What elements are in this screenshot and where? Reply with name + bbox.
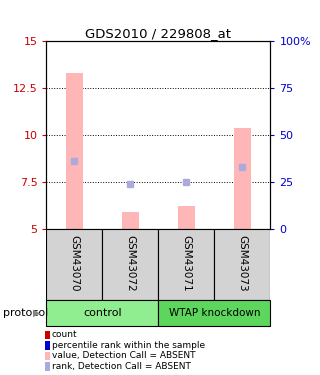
- Text: GSM43070: GSM43070: [69, 235, 79, 291]
- Bar: [178, 206, 195, 229]
- Text: percentile rank within the sample: percentile rank within the sample: [52, 340, 205, 350]
- Text: GSM43071: GSM43071: [181, 235, 191, 291]
- Text: rank, Detection Call = ABSENT: rank, Detection Call = ABSENT: [52, 362, 191, 370]
- Bar: [46, 300, 158, 326]
- Bar: [158, 229, 214, 300]
- Bar: [234, 128, 251, 229]
- Text: count: count: [52, 330, 77, 339]
- Title: GDS2010 / 229808_at: GDS2010 / 229808_at: [85, 27, 231, 40]
- Text: ▶: ▶: [33, 308, 41, 318]
- Text: value, Detection Call = ABSENT: value, Detection Call = ABSENT: [52, 351, 195, 360]
- Bar: [158, 300, 270, 326]
- Text: GSM43073: GSM43073: [237, 235, 247, 291]
- Bar: [102, 229, 158, 300]
- Text: GSM43072: GSM43072: [125, 235, 135, 291]
- Text: control: control: [83, 308, 122, 318]
- Bar: [214, 229, 270, 300]
- Bar: [66, 73, 83, 229]
- Text: WTAP knockdown: WTAP knockdown: [169, 308, 260, 318]
- Bar: [122, 212, 139, 229]
- Bar: [46, 229, 102, 300]
- Text: protocol: protocol: [3, 308, 48, 318]
